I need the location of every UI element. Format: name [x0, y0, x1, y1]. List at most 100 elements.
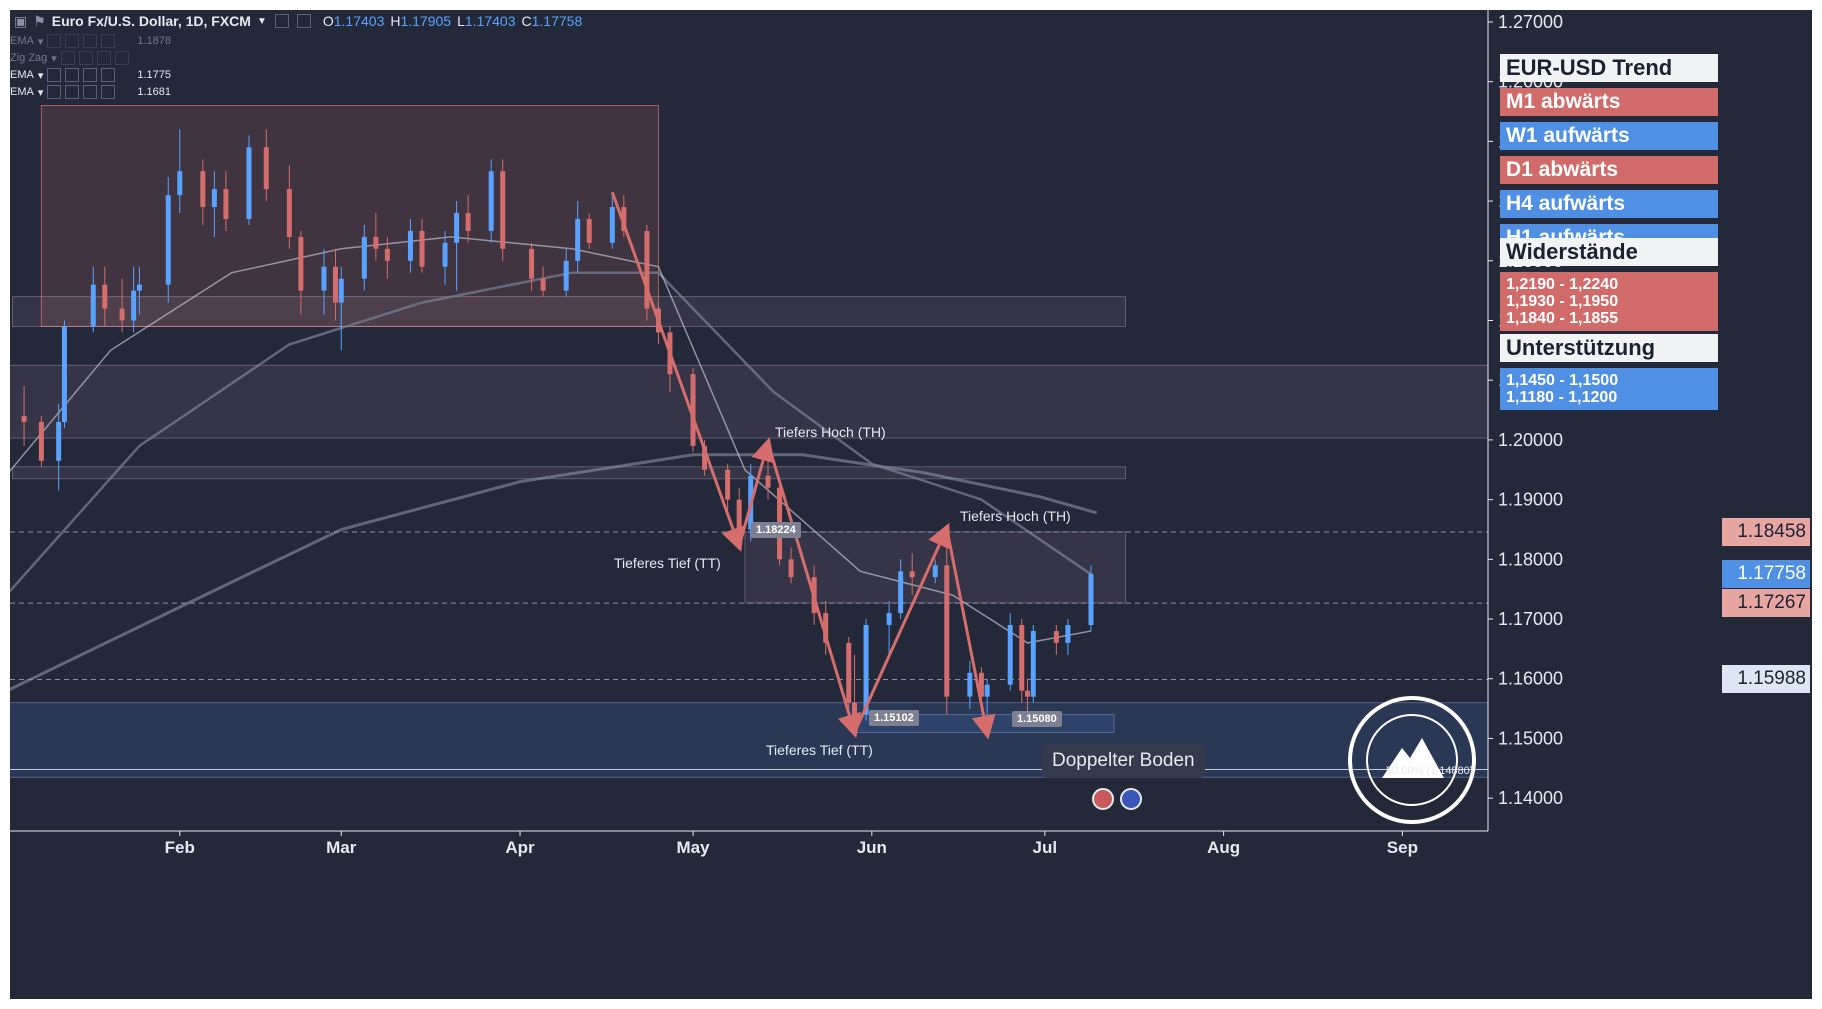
- candle-body: [38, 421, 44, 461]
- fib-level-label: 50.00% (1.14880): [1386, 765, 1474, 777]
- zigzag-layer: [610, 191, 996, 740]
- trend-panel: EUR-USD Trend M1 abwärts W1 aufwärts D1 ab…: [1500, 54, 1718, 258]
- ohlc-value: 1.17403: [464, 13, 516, 29]
- y-tick-label: 1.16000: [1498, 669, 1563, 689]
- candle-body: [609, 207, 615, 243]
- candle-body: [823, 613, 829, 643]
- candle-body: [321, 266, 327, 291]
- candle-body: [863, 625, 869, 715]
- price-tag-2: 1.15102: [869, 710, 919, 726]
- logo-ring-inner: [1366, 714, 1458, 806]
- price-badge: 1.18458: [1722, 517, 1810, 546]
- candle-body: [529, 248, 535, 279]
- resistance-panel: Widerstände 1,2190 - 1,2240 1,1930 - 1,19…: [1500, 238, 1718, 331]
- indicator-control-icon[interactable]: [47, 85, 62, 99]
- candle-body: [136, 284, 142, 291]
- chart-frame[interactable]: 1.270001.260001.250001.240001.230001.220…: [10, 10, 1812, 999]
- trend-row: M1 abwärts: [1500, 88, 1718, 116]
- us-flag-event-icon[interactable]: [1092, 788, 1114, 810]
- candle-body: [61, 326, 67, 422]
- indicator-control-icon[interactable]: [65, 68, 80, 82]
- zigzag-segment: [945, 527, 996, 740]
- y-tick-label: 1.17000: [1498, 609, 1563, 629]
- ohlc-value: 1.17403: [333, 13, 385, 29]
- y-tick-label: 1.27000: [1498, 12, 1563, 32]
- candle-body: [56, 421, 62, 461]
- indicator-row[interactable]: EMA ▾ 1.1775: [10, 66, 171, 84]
- price-badge: 1.15988: [1722, 665, 1810, 694]
- zone-resistance-2: [10, 364, 1489, 439]
- ohlc-key: L: [457, 13, 465, 29]
- chevron-down-icon[interactable]: ▾: [37, 86, 44, 99]
- candle-body: [384, 248, 390, 261]
- zone-text: 1,1180 - 1,1200: [1506, 389, 1618, 406]
- settings-icon[interactable]: [296, 14, 311, 28]
- symbol-title[interactable]: Euro Fx/U.S. Dollar, 1D, FXCM: [51, 13, 251, 29]
- ohlc-value: 1.17758: [531, 13, 583, 29]
- indicator-control-icon[interactable]: [47, 68, 62, 82]
- candle-body: [586, 218, 592, 243]
- indicator-control-icon[interactable]: [83, 85, 98, 99]
- ohlc-readout: O1.17403 H1.17905 L1.17403 C1.17758: [317, 13, 582, 29]
- x-tick-label: Sep: [1387, 838, 1418, 857]
- chevron-down-icon[interactable]: ▾: [37, 69, 44, 82]
- indicator-control-icon[interactable]: [114, 51, 129, 65]
- candle-body: [119, 308, 125, 321]
- x-tick-label: Apr: [505, 838, 535, 857]
- chevron-down-icon[interactable]: ▾: [37, 35, 44, 48]
- ema-fast-line: [10, 236, 1092, 644]
- candle-body: [286, 189, 292, 237]
- indicator-row[interactable]: EMA ▾ 1.1878: [10, 32, 171, 50]
- zigzag-segment: [737, 437, 775, 547]
- candle-body: [575, 218, 581, 261]
- indicator-control-icon[interactable]: [65, 85, 80, 99]
- indicator-control-icon[interactable]: [83, 68, 98, 82]
- eye-icon[interactable]: [274, 14, 289, 28]
- indicator-control-icon[interactable]: [83, 34, 98, 48]
- indicator-control-icon[interactable]: [47, 34, 62, 48]
- price-badge: 1.17758: [1722, 559, 1810, 588]
- candle-body: [373, 236, 379, 249]
- mountain-icon: [1382, 738, 1444, 778]
- chevron-down-icon[interactable]: ▾: [51, 52, 57, 65]
- candle-body: [488, 171, 494, 231]
- candle-body: [465, 213, 471, 231]
- indicator-row[interactable]: EMA ▾ 1.1681: [10, 83, 171, 101]
- trend-row: W1 aufwärts: [1500, 122, 1718, 150]
- candle-body: [765, 475, 771, 488]
- candle-body: [886, 613, 892, 626]
- ohlc-key: C: [521, 13, 532, 29]
- collapse-icon[interactable]: ▣: [14, 12, 28, 29]
- indicator-control-icon[interactable]: [101, 68, 116, 82]
- lower-high-label-2: Tiefers Hoch (TH): [960, 508, 1071, 524]
- candle-body: [644, 230, 650, 309]
- zone-support-5: [10, 702, 1489, 778]
- indicator-control-icon[interactable]: [60, 51, 75, 65]
- candle-body: [407, 230, 413, 261]
- resistance-panel-title: Widerstände: [1500, 238, 1718, 266]
- indicator-control-icon[interactable]: [101, 34, 116, 48]
- candle-body: [246, 147, 252, 219]
- indicator-control-icon[interactable]: [65, 34, 80, 48]
- indicator-row[interactable]: Zig Zag ▾: [10, 49, 129, 67]
- indicator-control-icon[interactable]: [96, 51, 111, 65]
- zone-range-0: [40, 105, 659, 327]
- chevron-down-icon[interactable]: ▼: [256, 15, 267, 27]
- x-tick-label: Mar: [326, 838, 357, 857]
- candle-body: [621, 207, 627, 231]
- eu-flag-event-icon[interactable]: [1120, 788, 1142, 810]
- flag-icon: ⚑: [33, 12, 46, 29]
- trend-rows: M1 abwärts W1 aufwärts D1 abwärts H4 aufwär…: [1500, 88, 1718, 252]
- ohlc-key: H: [390, 13, 401, 29]
- ohlc-key: O: [322, 13, 334, 29]
- event-flags[interactable]: [1092, 788, 1142, 810]
- indicator-control-icon[interactable]: [101, 85, 116, 99]
- candle-body: [177, 171, 183, 196]
- indicator-control-icon[interactable]: [78, 51, 93, 65]
- price-tag-3: 1.15080: [1012, 711, 1062, 727]
- ema-layer: [10, 236, 1098, 692]
- candle-body: [200, 171, 206, 208]
- candle-body: [419, 230, 425, 267]
- indicator-name: EMA: [10, 35, 34, 47]
- double-bottom-label: Doppelter Boden: [1042, 744, 1205, 778]
